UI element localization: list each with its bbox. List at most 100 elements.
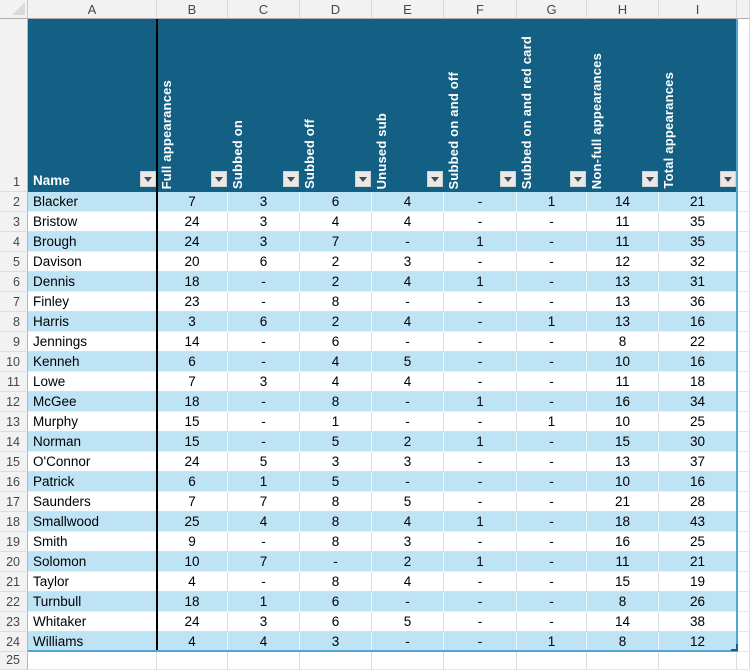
cell-F18[interactable]: 1 (444, 512, 517, 532)
column-header-G[interactable]: G (517, 0, 587, 19)
cell-E15[interactable]: 3 (372, 452, 444, 472)
cell-C19[interactable]: - (228, 532, 300, 552)
cell-J9[interactable] (737, 332, 750, 352)
cell-E5[interactable]: 3 (372, 252, 444, 272)
row-header-18[interactable]: 18 (0, 512, 28, 532)
cell-J11[interactable] (737, 372, 750, 392)
row-header-2[interactable]: 2 (0, 192, 28, 212)
cell-G8[interactable]: 1 (517, 312, 587, 332)
cell-E11[interactable]: 4 (372, 372, 444, 392)
row-header-24[interactable]: 24 (0, 632, 28, 652)
cell-I8[interactable]: 16 (659, 312, 737, 332)
cell-D4[interactable]: 7 (300, 232, 372, 252)
cell-D24[interactable]: 3 (300, 632, 372, 652)
cell-B23[interactable]: 24 (157, 612, 228, 632)
cell-F21[interactable]: - (444, 572, 517, 592)
cell-I19[interactable]: 25 (659, 532, 737, 552)
cell-H6[interactable]: 13 (587, 272, 659, 292)
cell-F19[interactable]: - (444, 532, 517, 552)
cell-G21[interactable]: - (517, 572, 587, 592)
cell-I23[interactable]: 38 (659, 612, 737, 632)
filter-button-I[interactable] (720, 171, 736, 187)
cell-I9[interactable]: 22 (659, 332, 737, 352)
cell-E25[interactable] (372, 652, 444, 670)
cell-I20[interactable]: 21 (659, 552, 737, 572)
cell-J25[interactable] (737, 652, 750, 670)
cell-A24[interactable]: Williams (28, 632, 157, 652)
cell-F23[interactable]: - (444, 612, 517, 632)
cell-H2[interactable]: 14 (587, 192, 659, 212)
cell-F11[interactable]: - (444, 372, 517, 392)
cell-G20[interactable]: - (517, 552, 587, 572)
cell-D20[interactable]: - (300, 552, 372, 572)
cell-D12[interactable]: 8 (300, 392, 372, 412)
cell-G19[interactable]: - (517, 532, 587, 552)
cell-G5[interactable]: - (517, 252, 587, 272)
column-header-A[interactable]: A (28, 0, 157, 19)
cell-J19[interactable] (737, 532, 750, 552)
cell-J23[interactable] (737, 612, 750, 632)
cell-A5[interactable]: Davison (28, 252, 157, 272)
cell-J13[interactable] (737, 412, 750, 432)
cell-D7[interactable]: 8 (300, 292, 372, 312)
cell-C23[interactable]: 3 (228, 612, 300, 632)
cell-D21[interactable]: 8 (300, 572, 372, 592)
cell-A15[interactable]: O'Connor (28, 452, 157, 472)
cell-F10[interactable]: - (444, 352, 517, 372)
cell-I13[interactable]: 25 (659, 412, 737, 432)
filter-button-H[interactable] (642, 171, 658, 187)
filter-button-C[interactable] (283, 171, 299, 187)
cell-A12[interactable]: McGee (28, 392, 157, 412)
cell-H10[interactable]: 10 (587, 352, 659, 372)
cell-B6[interactable]: 18 (157, 272, 228, 292)
cell-F9[interactable]: - (444, 332, 517, 352)
cell-F6[interactable]: 1 (444, 272, 517, 292)
cell-E1[interactable]: Unused sub (372, 19, 444, 192)
cell-E12[interactable]: - (372, 392, 444, 412)
filter-button-D[interactable] (355, 171, 371, 187)
cell-B8[interactable]: 3 (157, 312, 228, 332)
cell-G22[interactable]: - (517, 592, 587, 612)
cell-J16[interactable] (737, 472, 750, 492)
cell-I5[interactable]: 32 (659, 252, 737, 272)
cell-A2[interactable]: Blacker (28, 192, 157, 212)
cell-F17[interactable]: - (444, 492, 517, 512)
cell-E20[interactable]: 2 (372, 552, 444, 572)
cell-F20[interactable]: 1 (444, 552, 517, 572)
row-header-20[interactable]: 20 (0, 552, 28, 572)
cell-D17[interactable]: 8 (300, 492, 372, 512)
cell-B22[interactable]: 18 (157, 592, 228, 612)
cell-B13[interactable]: 15 (157, 412, 228, 432)
row-header-14[interactable]: 14 (0, 432, 28, 452)
cell-E8[interactable]: 4 (372, 312, 444, 332)
cell-C21[interactable]: - (228, 572, 300, 592)
cell-H8[interactable]: 13 (587, 312, 659, 332)
cell-D15[interactable]: 3 (300, 452, 372, 472)
column-header-I[interactable]: I (659, 0, 737, 19)
cell-B10[interactable]: 6 (157, 352, 228, 372)
cell-F5[interactable]: - (444, 252, 517, 272)
row-header-6[interactable]: 6 (0, 272, 28, 292)
row-header-13[interactable]: 13 (0, 412, 28, 432)
cell-D19[interactable]: 8 (300, 532, 372, 552)
filter-button-G[interactable] (570, 171, 586, 187)
cell-G14[interactable]: - (517, 432, 587, 452)
cell-D16[interactable]: 5 (300, 472, 372, 492)
cell-B15[interactable]: 24 (157, 452, 228, 472)
cell-J2[interactable] (737, 192, 750, 212)
cell-C13[interactable]: - (228, 412, 300, 432)
cell-A19[interactable]: Smith (28, 532, 157, 552)
cell-H17[interactable]: 21 (587, 492, 659, 512)
cell-A13[interactable]: Murphy (28, 412, 157, 432)
cell-J18[interactable] (737, 512, 750, 532)
cell-E14[interactable]: 2 (372, 432, 444, 452)
cell-F2[interactable]: - (444, 192, 517, 212)
cell-J1[interactable] (737, 19, 750, 192)
cell-I14[interactable]: 30 (659, 432, 737, 452)
column-header-H[interactable]: H (587, 0, 659, 19)
cell-G4[interactable]: - (517, 232, 587, 252)
cell-I3[interactable]: 35 (659, 212, 737, 232)
cell-H3[interactable]: 11 (587, 212, 659, 232)
cell-C18[interactable]: 4 (228, 512, 300, 532)
cell-F25[interactable] (444, 652, 517, 670)
